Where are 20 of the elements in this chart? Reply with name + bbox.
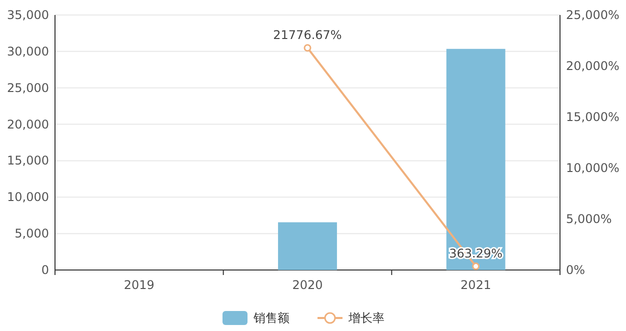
- y-tick-label: 35,000: [7, 8, 49, 22]
- y2-tick-label: 0%: [566, 263, 586, 277]
- x-tick-label: 2020: [292, 278, 323, 292]
- y2-tick-label: 5,000%: [566, 212, 612, 226]
- legend-label: 销售额: [252, 311, 290, 325]
- y-tick-label: 20,000: [7, 117, 49, 132]
- y-tick-label: 5,000: [14, 226, 49, 241]
- y2-tick-label: 20,000%: [566, 59, 620, 73]
- legend-label: 增长率: [348, 311, 384, 325]
- y2-tick-label: 15,000%: [566, 110, 620, 124]
- x-tick-label: 2021: [460, 278, 492, 292]
- y-tick-label: 15,000: [7, 154, 49, 168]
- x-tick-label: 2019: [124, 278, 154, 292]
- y-tick-label: 10,000: [7, 190, 49, 204]
- y-tick-label: 25,000: [7, 80, 49, 95]
- y-tick-label: 30,000: [7, 44, 49, 58]
- data-label: 21776.67%: [273, 28, 342, 42]
- y2-tick-label: 10,000%: [566, 161, 620, 175]
- y-tick-label: 0: [41, 263, 49, 277]
- y2-tick-label: 25,000%: [566, 8, 620, 22]
